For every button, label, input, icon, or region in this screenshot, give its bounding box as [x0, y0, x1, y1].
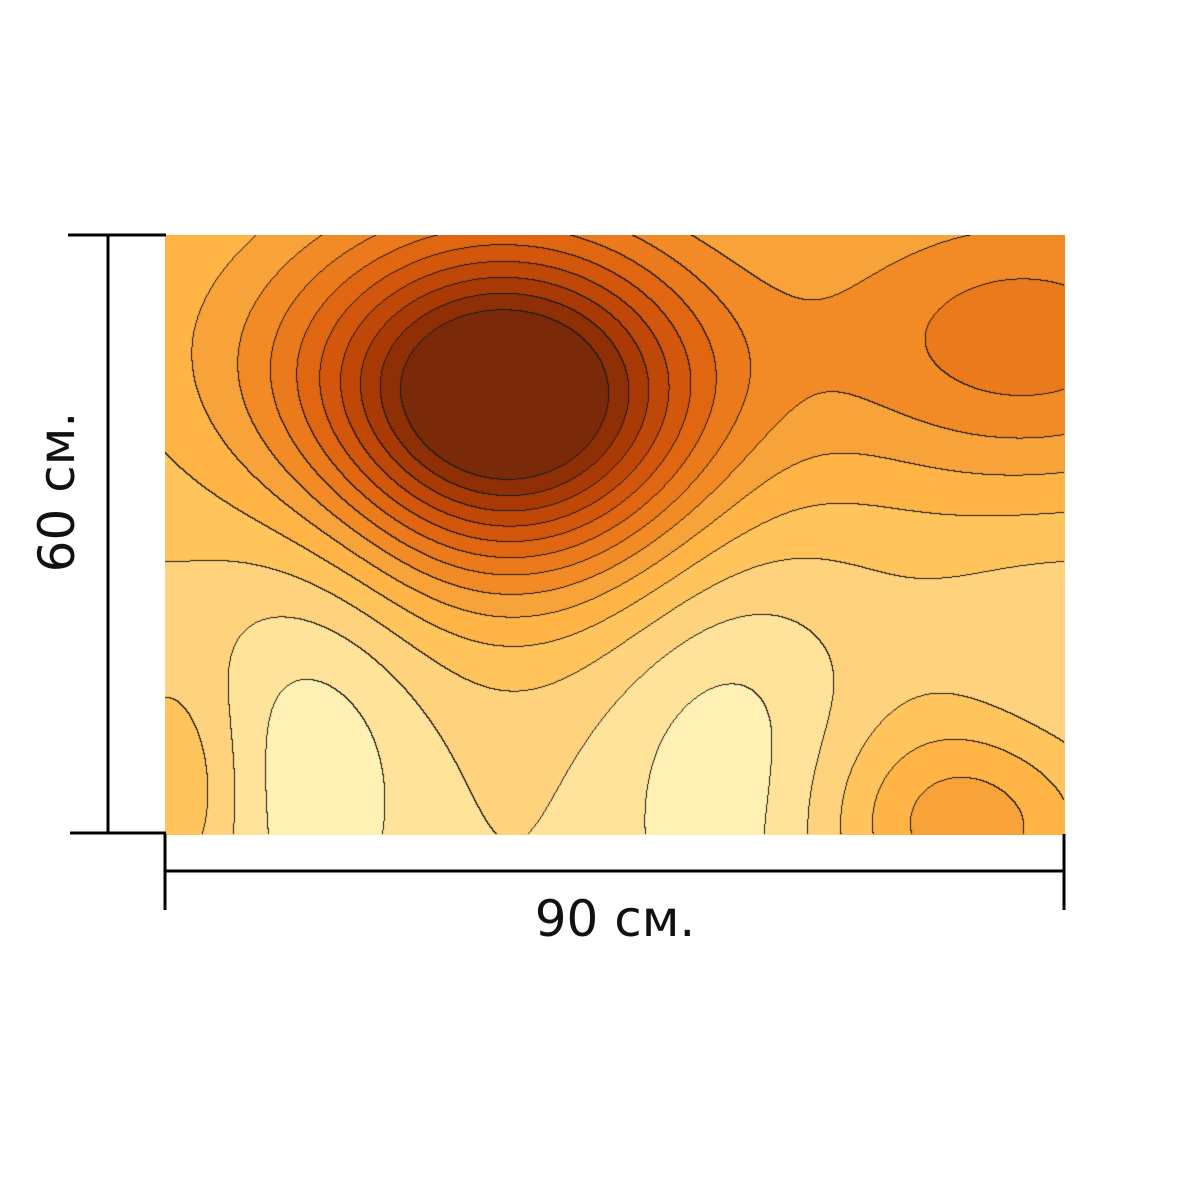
width-label: 90 см.: [534, 890, 696, 948]
contour-artwork: [165, 235, 1065, 835]
contour-map-pattern-icon: [165, 235, 1065, 835]
height-label: 60 см.: [28, 411, 86, 573]
